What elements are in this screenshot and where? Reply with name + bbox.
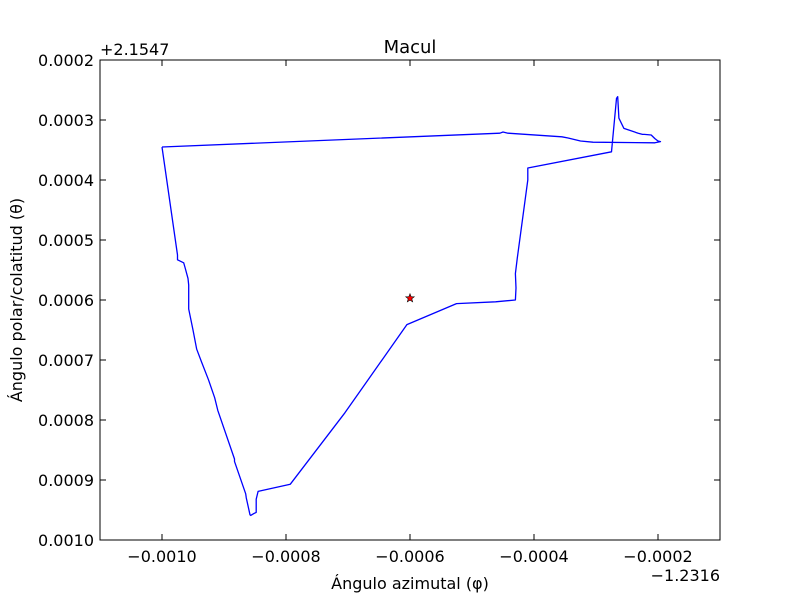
center-star-marker [404,292,416,303]
y-tick-label: 0.0008 [38,411,94,430]
x-tick-label: −0.0006 [375,547,444,566]
x-tick-label: −0.0002 [623,547,692,566]
series-line [161,95,662,517]
y-tick-label: 0.0005 [38,231,94,250]
x-offset-label: −1.2316 [651,566,720,585]
plot-content [161,95,662,517]
y-tick-label: 0.0009 [38,471,94,490]
x-axis-label: Ángulo azimutal (φ) [331,574,489,593]
y-tick-label: 0.0006 [38,291,94,310]
y-tick-label: 0.0007 [38,351,94,370]
x-tick-label: −0.0008 [251,547,320,566]
y-tick-label: 0.0002 [38,51,94,70]
x-tick-label: −0.0010 [127,547,196,566]
y-tick-label: 0.0003 [38,111,94,130]
y-axis-ticks: 0.0002 0.0003 0.0004 0.0005 0.0006 0.0007 0.00… [38,51,720,550]
chart-title: Macul [384,37,437,58]
x-tick-label: −0.0004 [499,547,568,566]
y-offset-label: +2.1547 [100,40,169,59]
y-tick-label: 0.0004 [38,171,94,190]
x-axis-ticks: −0.0010 −0.0008 −0.0006 −0.0004 −0.0002 [127,60,693,566]
y-tick-label: 0.0010 [38,531,94,550]
y-axis-label: Ángulo polar/colatitud (θ) [7,198,26,402]
